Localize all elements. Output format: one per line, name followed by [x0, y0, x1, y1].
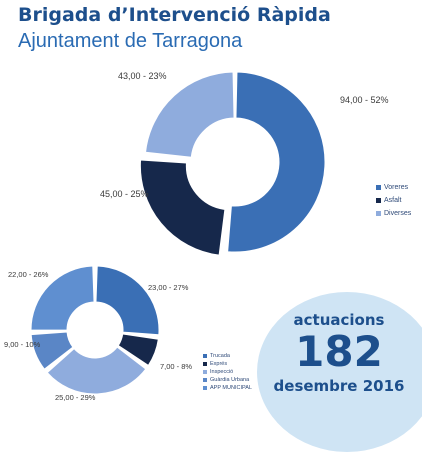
data-label-trucada: 23,00 - 27% — [148, 283, 189, 292]
slice-guardia-urbana — [30, 331, 74, 370]
slice-app-municipal — [30, 265, 95, 331]
data-label-asfalt: 45,00 - 25% — [100, 189, 149, 199]
title: Brigada d’Intervenció Ràpida — [18, 4, 331, 26]
subtitle: Ajuntament de Tarragona — [18, 30, 243, 52]
actuacions-count: 182 — [295, 327, 383, 376]
data-label-expres: 7,00 - 8% — [160, 362, 192, 371]
slice-trucada — [95, 265, 160, 336]
slice-expres — [117, 333, 159, 367]
legend-swatch-asfalt — [376, 198, 381, 203]
legend-label-asfalt: Asfalt — [384, 197, 402, 204]
legend-swatch-expres — [203, 362, 207, 366]
legend-label-app-municipal: APP MUNICIPAL — [210, 385, 252, 391]
legend-swatch-inspeccio — [203, 370, 207, 374]
data-label-guardia-urbana: 9,00 - 10% — [4, 340, 41, 349]
legend-swatch-diverses — [376, 211, 381, 216]
slice-voreres — [227, 71, 326, 253]
badge-period: desembre 2016 — [273, 377, 405, 395]
slice-asfalt — [139, 159, 226, 256]
legend-label-expres: Exprés — [210, 361, 227, 367]
legend-label-diverses: Diverses — [384, 210, 412, 217]
slice-diverses — [144, 71, 235, 158]
badge-label: actuacions — [293, 311, 385, 329]
legend-label-inspeccio: Inspecció — [210, 369, 233, 375]
donut-chart-tipus: 94,00 - 52% 45,00 - 25% 43,00 - 23% Vore… — [100, 71, 412, 256]
data-label-voreres: 94,00 - 52% — [340, 95, 389, 105]
legend-swatch-trucada — [203, 354, 207, 358]
legend-swatch-guardia-urbana — [203, 378, 207, 382]
data-label-app-municipal: 22,00 - 26% — [8, 270, 49, 279]
data-label-inspeccio: 25,00 - 29% — [55, 393, 96, 402]
legend-label-trucada: Trucada — [210, 353, 231, 359]
legend-swatch-voreres — [376, 185, 381, 190]
slice-inspeccio — [46, 346, 147, 395]
legend-swatch-app-municipal — [203, 386, 207, 390]
legend-label-guardia-urbana: Guàrdia Urbana — [210, 377, 250, 383]
donut-chart-origen: 23,00 - 27% 7,00 - 8% 25,00 - 29% 9,00 -… — [4, 265, 252, 402]
legend-label-voreres: Voreres — [384, 184, 409, 191]
data-label-diverses: 43,00 - 23% — [118, 71, 167, 81]
